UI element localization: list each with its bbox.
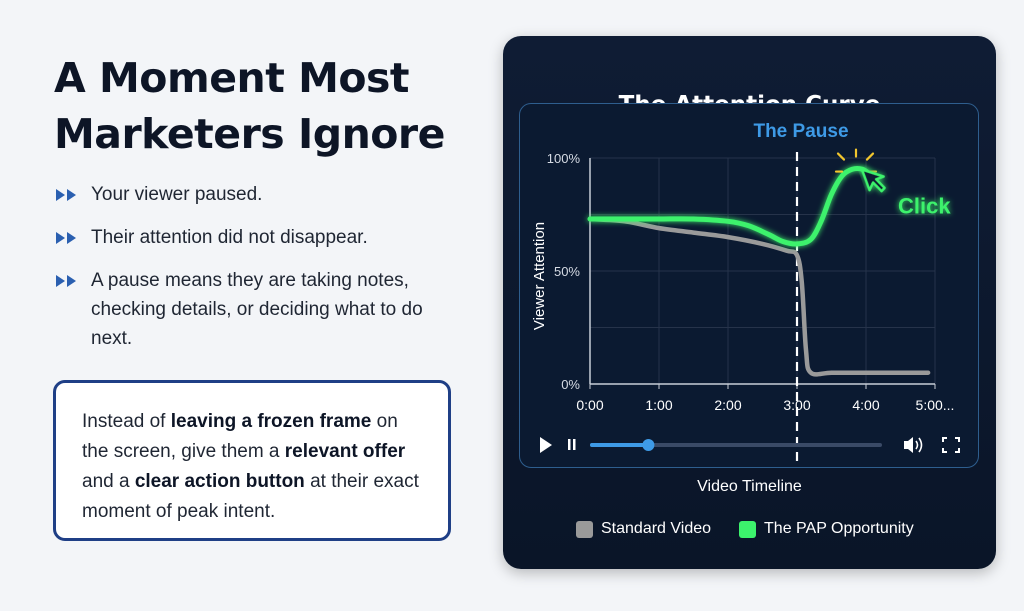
legend-label: The PAP Opportunity [764,520,914,537]
legend-label: Standard Video [601,520,712,537]
bullet-item: Their attention did not disappear. [56,223,456,252]
x-tick-label: 5:00... [916,397,955,413]
double-play-arrow-icon [56,189,78,201]
click-spark [865,152,875,161]
click-spark [836,152,846,161]
pause-icon[interactable] [568,439,576,450]
headline-line-2: Marketers Ignore [54,110,445,158]
play-icon[interactable] [540,437,552,453]
y-tick-label: 0% [561,377,580,392]
legend-swatch-green [739,520,757,538]
bullet-text: A pause means they are taking notes, che… [91,270,423,349]
callout-part-bold: leaving a frozen frame [170,411,372,432]
volume-icon[interactable] [904,437,923,453]
callout-part-bold: clear action button [134,471,305,492]
video-controls [540,437,960,453]
x-tick-label: 3:00 [783,397,810,413]
legend-item-standard-video: Standard Video [576,520,711,538]
headline-line-1: A Moment Most [54,54,410,102]
progress-fill [590,443,649,447]
bullet-item: Your viewer paused. [56,180,456,209]
pause-annotation: The Pause [753,121,848,142]
callout-box: Instead of leaving a frozen frame on the… [53,380,451,541]
callout-part: at their exact moment of peak intent. [82,471,419,522]
x-axis-label: Video Timeline [697,478,802,495]
series-line-standard-video [587,216,931,377]
legend-item-pap-opportunity: The PAP Opportunity [739,520,914,538]
bullet-list: Your viewer paused. Their attention did … [56,180,456,367]
progress-handle[interactable] [642,439,655,451]
callout-part: Instead of [82,411,171,432]
y-axis-label: Viewer Attention [531,222,548,330]
x-tick-label: 0:00 [576,397,603,413]
series-line-pap-opportunity [587,166,872,247]
progress-track[interactable] [590,443,882,447]
bullet-text: Their attention did not disappear. [91,227,368,248]
bullet-text: Your viewer paused. [91,184,263,205]
fullscreen-icon[interactable] [942,437,960,453]
y-tick-label: 50% [554,264,580,279]
double-play-arrow-icon [56,275,78,287]
video-chart-frame [519,103,979,468]
legend-swatch-gray [576,520,593,538]
callout-part-bold: relevant offer [284,441,406,462]
page-headline: A Moment Most Marketers Ignore [54,50,445,162]
x-tick-label: 2:00 [714,397,741,413]
click-annotation: Click [898,194,951,219]
callout-part: and a [82,471,135,492]
double-play-arrow-icon [56,232,78,244]
bullet-item: A pause means they are taking notes, che… [56,266,456,353]
y-tick-label: 100% [547,151,581,166]
x-tick-label: 1:00 [645,397,672,413]
callout-part: on the screen, give them a [82,411,398,462]
x-tick-label: 4:00 [852,397,879,413]
cursor-click-icon [860,168,886,193]
chart-legend: Standard Video The PAP Opportunity [576,520,914,538]
